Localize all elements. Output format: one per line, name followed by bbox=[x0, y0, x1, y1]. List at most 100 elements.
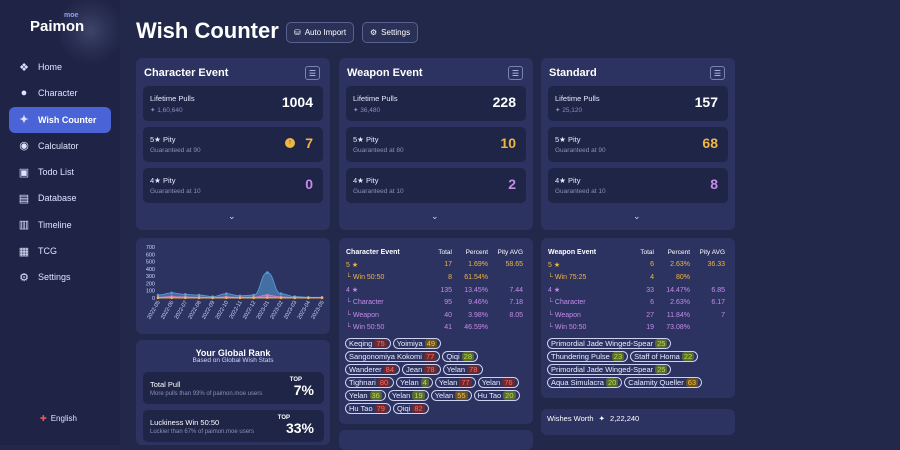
y-tick-label: 0 bbox=[152, 296, 155, 302]
y-tick-label: 300 bbox=[146, 274, 155, 280]
y-tick-label: 200 bbox=[146, 281, 155, 287]
banner-title: Standard bbox=[549, 67, 597, 79]
gear-icon: ⚙ bbox=[370, 28, 377, 37]
wish-star-icon: ✦ bbox=[17, 113, 31, 127]
chevron-down-icon[interactable]: ⌄ bbox=[633, 211, 641, 222]
banner-card-character-event: Character Event ☰ Lifetime Pulls✦ 1,60,640… bbox=[136, 58, 330, 230]
sidebar-item-label: Character bbox=[38, 88, 78, 98]
sidebar-item-timeline[interactable]: ▥Timeline bbox=[9, 212, 111, 238]
chevron-down-icon[interactable]: ⌄ bbox=[431, 211, 439, 222]
chart-point bbox=[225, 292, 228, 295]
chart-point bbox=[157, 297, 160, 300]
sidebar-item-character[interactable]: ● Character bbox=[9, 80, 111, 106]
home-icon: ❖ bbox=[17, 60, 31, 74]
settings-button[interactable]: ⚙Settings bbox=[362, 22, 418, 43]
sidebar-item-label: Settings bbox=[38, 272, 71, 282]
banner-title: Character Event bbox=[144, 67, 228, 79]
chart-point bbox=[239, 297, 242, 300]
chart-point bbox=[266, 296, 269, 299]
gear-icon: ⚙ bbox=[17, 270, 31, 284]
chart-point bbox=[170, 296, 173, 299]
chart-point bbox=[184, 297, 187, 300]
y-tick-label: 400 bbox=[146, 267, 155, 273]
chart-series-area bbox=[158, 273, 322, 299]
wishes-worth: Wishes Worth ✦ 2,22,240 bbox=[547, 414, 639, 423]
menu-icon[interactable]: ☰ bbox=[710, 66, 725, 80]
sidebar-item-settings[interactable]: ⚙ Settings bbox=[9, 264, 111, 290]
sidebar-item-calculator[interactable]: ◉ Calculator bbox=[9, 133, 111, 159]
character-icon: ● bbox=[17, 86, 31, 100]
menu-icon[interactable]: ☰ bbox=[508, 66, 523, 80]
import-icon: ⛁ bbox=[294, 28, 301, 37]
guaranteed-icon: ↑ bbox=[285, 138, 295, 148]
flag-icon: ✚ bbox=[40, 414, 47, 423]
menu-icon[interactable]: ☰ bbox=[305, 66, 320, 80]
chevron-down-icon[interactable]: ⌄ bbox=[228, 211, 236, 222]
chart-point bbox=[266, 271, 269, 274]
auto-import-button[interactable]: ⛁Auto Import bbox=[286, 22, 354, 43]
sidebar-item-wish-counter[interactable]: ✦Wish Counter bbox=[9, 107, 111, 133]
global-rank-card: Your Global Rank Based on Global Wish St… bbox=[136, 340, 330, 445]
y-tick-label: 700 bbox=[146, 245, 155, 251]
sidebar-item-todo-list[interactable]: ▣Todo List bbox=[9, 159, 111, 185]
sidebar-item-tcg[interactable]: ▦TCG bbox=[9, 238, 111, 264]
todo-icon: ▣ bbox=[17, 165, 31, 179]
sidebar-item-label: Calculator bbox=[38, 141, 79, 151]
chart-point bbox=[170, 292, 173, 295]
chart-point bbox=[293, 297, 296, 300]
tcg-icon: ▦ bbox=[17, 244, 31, 258]
sidebar-item-home[interactable]: ❖Home bbox=[9, 54, 111, 80]
chart-point bbox=[280, 297, 283, 300]
y-tick-label: 600 bbox=[146, 252, 155, 258]
chart-point bbox=[184, 293, 187, 296]
sidebar-item-database[interactable]: ▤Database bbox=[9, 185, 111, 211]
sidebar-nav: ❖Home ● Character ✦Wish Counter ◉ Calculator ▣… bbox=[9, 54, 111, 291]
y-tick-label: 100 bbox=[146, 289, 155, 295]
calculator-icon: ◉ bbox=[17, 139, 31, 153]
database-icon: ▤ bbox=[17, 191, 31, 205]
banner-title: Weapon Event bbox=[347, 67, 423, 79]
language-selector[interactable]: ✚English bbox=[40, 414, 77, 423]
